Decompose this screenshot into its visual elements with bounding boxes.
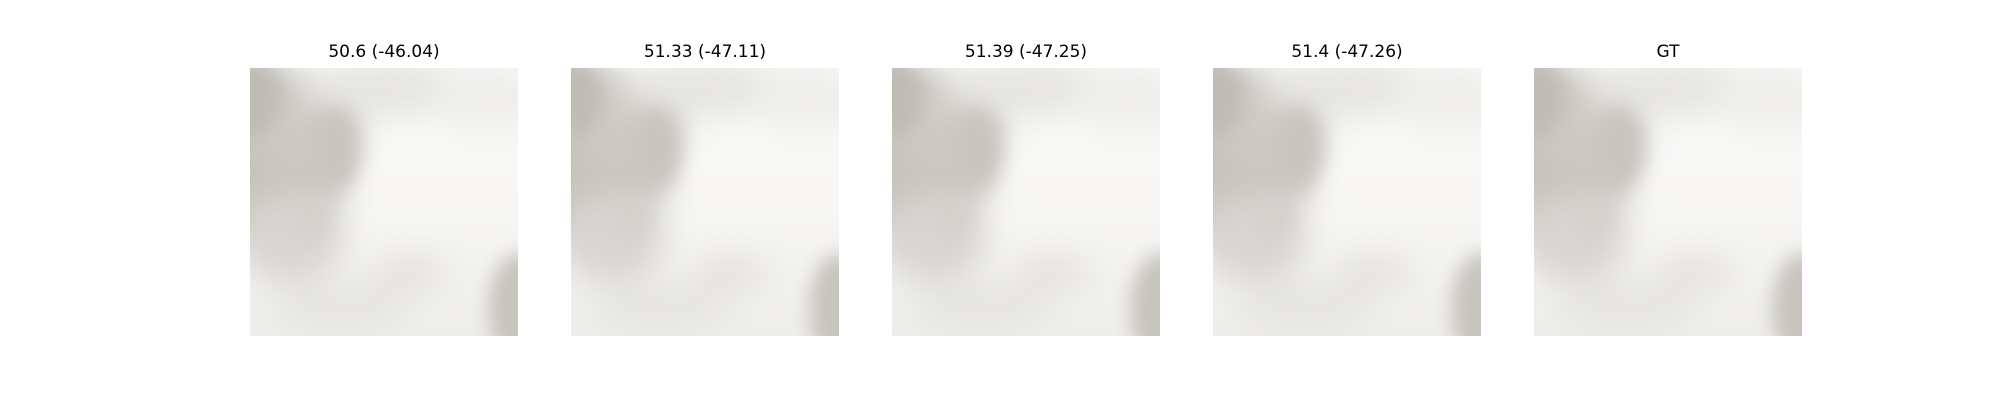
panel-title: 51.33 (-47.11) [643,42,767,62]
panel-title: GT [1656,42,1680,62]
panel-title: 50.6 (-46.04) [328,42,440,62]
panel-image [571,68,839,336]
panel-image [1213,68,1481,336]
panel-image [250,68,518,336]
panel-title: 51.4 (-47.26) [1291,42,1403,62]
panel-title: 51.39 (-47.25) [964,42,1088,62]
panel-image [892,68,1160,336]
panel-image [1534,68,1802,336]
